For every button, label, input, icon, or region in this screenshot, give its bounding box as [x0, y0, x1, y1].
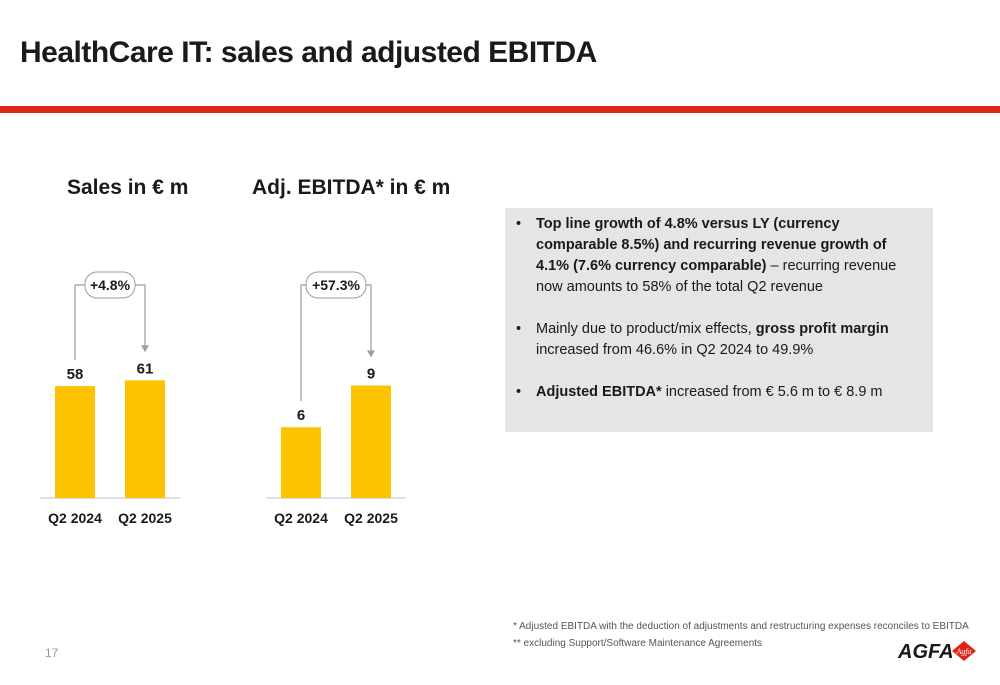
page-title: HealthCare IT: sales and adjusted EBITDA: [20, 36, 597, 69]
highlight-bullet: Top line growth of 4.8% versus LY (curre…: [513, 214, 921, 298]
bar-q2-2024: [281, 427, 321, 498]
x-tick-label: Q2 2025: [118, 510, 172, 526]
agfa-logo: AGFA Agfa: [898, 641, 976, 663]
bullet-text: – recurring revenue now amounts to 58% o…: [536, 258, 897, 295]
growth-bracket: [300, 284, 372, 402]
footnote-adjusted-ebitda: * Adjusted EBITDA with the deduction of …: [513, 621, 969, 632]
bar-q2-2024: [55, 386, 95, 498]
logo-diamond-icon: [952, 641, 976, 661]
logo-wordmark: AGFA: [898, 641, 954, 663]
growth-label: +4.8%: [90, 277, 131, 293]
data-label: 61: [137, 360, 154, 377]
bullet-text: Mainly due to product/mix effects,: [536, 321, 756, 337]
x-tick-label: Q2 2025: [344, 510, 398, 526]
highlight-bullet: Mainly due to product/mix effects, gross…: [513, 319, 921, 361]
growth-arrow-icon: [367, 350, 375, 358]
data-label: 58: [67, 366, 84, 383]
bar-q2-2025: [351, 385, 391, 498]
data-label: 9: [367, 366, 375, 383]
bullet-bold-text: Top line growth of 4.8% versus LY (curre…: [536, 216, 887, 274]
highlights-list: Top line growth of 4.8% versus LY (curre…: [513, 214, 921, 403]
growth-label: +57.3%: [312, 277, 360, 293]
growth-arrow-icon: [141, 345, 149, 353]
data-label: 6: [297, 407, 305, 424]
growth-badge: [305, 271, 367, 299]
x-tick-label: Q2 2024: [274, 510, 328, 526]
bullet-text: increased from € 5.6 m to € 8.9 m: [661, 384, 883, 400]
footnote-support-agreements: ** excluding Support/Software Maintenanc…: [513, 638, 763, 649]
sales-chart-title: Sales in € m: [67, 176, 189, 199]
sales-chart: 58 Q2 2024 61 Q2 2025 +4.8%: [40, 271, 180, 526]
ebitda-chart-title: Adj. EBITDA* in € m: [252, 176, 451, 199]
highlights-panel: Top line growth of 4.8% versus LY (curre…: [505, 208, 933, 432]
logo-mark-text: Agfa: [955, 647, 971, 656]
accent-rule: [0, 106, 1000, 113]
bullet-text: increased from 46.6% in Q2 2024 to 49.9%: [536, 342, 814, 358]
page-number: 17: [45, 646, 59, 660]
bar-q2-2025: [125, 380, 165, 498]
ebitda-chart: 6 Q2 2024 9 Q2 2025 +57.3%: [266, 271, 406, 526]
x-tick-label: Q2 2024: [48, 510, 102, 526]
growth-badge: [84, 271, 136, 299]
bullet-bold-text: Adjusted EBITDA*: [536, 384, 662, 400]
bullet-bold-text: gross profit margin: [755, 321, 889, 337]
highlight-bullet: Adjusted EBITDA* increased from € 5.6 m …: [513, 382, 921, 403]
